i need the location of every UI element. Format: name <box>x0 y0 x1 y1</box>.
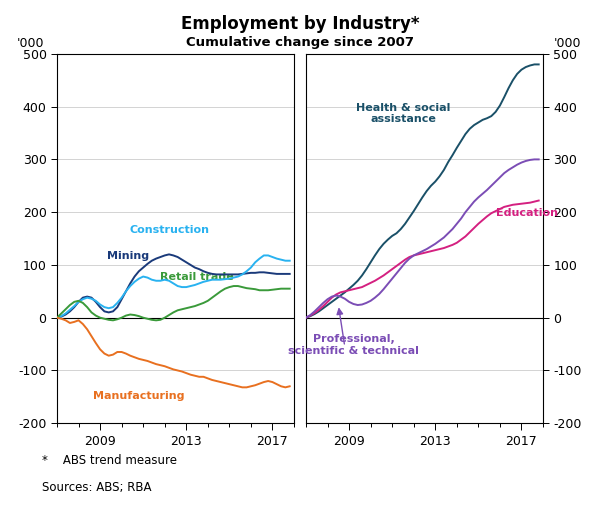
Text: '000: '000 <box>17 37 44 50</box>
Text: Mining: Mining <box>107 250 149 261</box>
Text: Employment by Industry*: Employment by Industry* <box>181 15 419 33</box>
Text: Cumulative change since 2007: Cumulative change since 2007 <box>186 36 414 49</box>
Text: Retail trade: Retail trade <box>160 272 234 282</box>
Text: Professional,
scientific & technical: Professional, scientific & technical <box>288 334 419 356</box>
Text: Construction: Construction <box>129 225 209 235</box>
Text: '000: '000 <box>553 37 581 50</box>
Text: Education: Education <box>496 208 557 219</box>
Text: *    ABS trend measure: * ABS trend measure <box>42 454 177 467</box>
Text: Manufacturing: Manufacturing <box>93 391 185 402</box>
Text: Health & social
assistance: Health & social assistance <box>356 103 450 125</box>
Text: Sources: ABS; RBA: Sources: ABS; RBA <box>42 481 151 494</box>
